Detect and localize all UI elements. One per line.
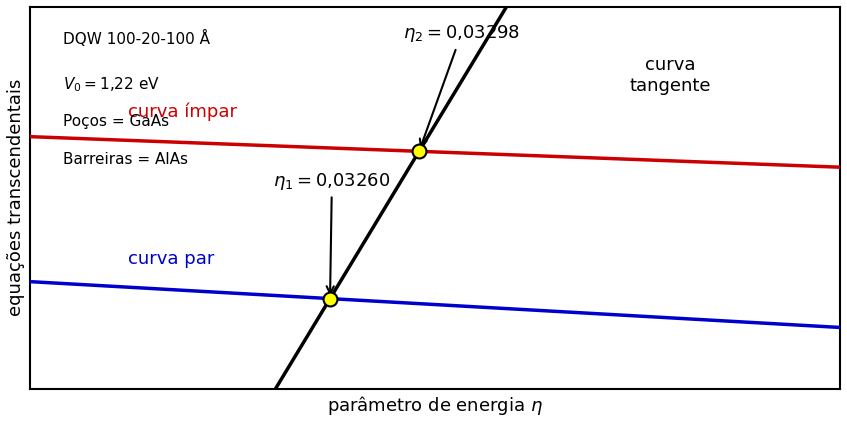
Text: $V_0 = 1{,}22$ eV: $V_0 = 1{,}22$ eV bbox=[63, 75, 160, 94]
X-axis label: parâmetro de energia $\eta$: parâmetro de energia $\eta$ bbox=[327, 394, 543, 417]
Text: $\eta_2 = 0{,}03298$: $\eta_2 = 0{,}03298$ bbox=[403, 23, 520, 147]
Text: curva ímpar: curva ímpar bbox=[128, 103, 236, 121]
Text: curva
tangente: curva tangente bbox=[629, 56, 711, 95]
Text: Poços = GaAs: Poços = GaAs bbox=[63, 114, 169, 129]
Text: Barreiras = AlAs: Barreiras = AlAs bbox=[63, 152, 188, 167]
Text: DQW 100-20-100 Å: DQW 100-20-100 Å bbox=[63, 30, 210, 47]
Y-axis label: equações transcendentais: equações transcendentais bbox=[7, 79, 25, 316]
Text: $\eta_1 = 0{,}03260$: $\eta_1 = 0{,}03260$ bbox=[274, 171, 390, 293]
Text: curva par: curva par bbox=[128, 250, 214, 268]
